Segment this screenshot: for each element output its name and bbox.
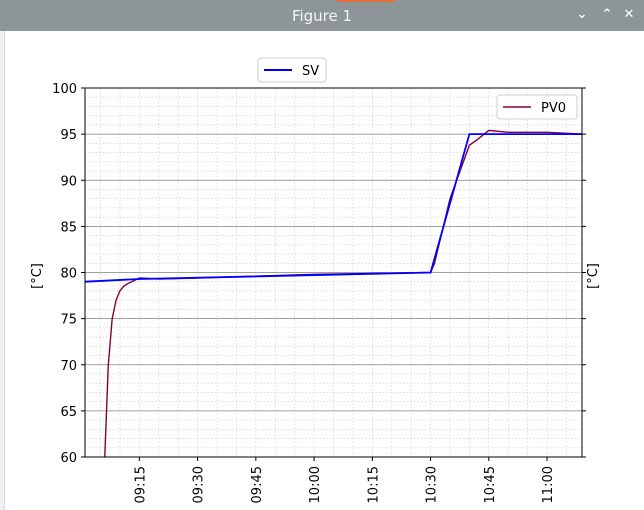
series-line-sv (85, 133, 582, 283)
y-tick-label: 60 (60, 451, 77, 466)
y-tick-label: 70 (60, 359, 77, 374)
y-tick-label: 80 (60, 267, 77, 282)
series-line-pv0 (104, 129, 582, 457)
series-layer (85, 129, 582, 457)
y-tick-label: 100 (52, 82, 77, 97)
minor-grid (85, 88, 582, 457)
chevron-up-icon[interactable]: ⌃ (601, 7, 613, 22)
y-tick-label: 90 (60, 174, 77, 189)
x-tick-label: 09:15 (133, 466, 148, 503)
titlebar-accent (337, 0, 395, 2)
y-tick-label: 75 (60, 313, 77, 328)
x-tick-label: 09:30 (192, 466, 207, 503)
legend-sv: SV (257, 57, 327, 83)
y-axis-label-left: [°C] (30, 263, 45, 289)
legend-sv-label: SV (302, 64, 319, 79)
x-tick-label: 11:00 (541, 466, 556, 503)
y-axis-ticks: 60 65 70 75 80 85 90 95 100 (52, 82, 586, 466)
x-axis-ticks: 09:15 09:30 09:45 10:00 10:15 10:30 10:45 11:00 (133, 457, 556, 503)
close-icon[interactable]: ✕ (623, 7, 635, 22)
background-window-edge (0, 31, 5, 510)
y-tick-label: 85 (60, 220, 77, 235)
legend-pv0: PV0 (496, 94, 578, 120)
chevron-down-icon[interactable]: ⌄ (576, 7, 588, 22)
legend-pv0-box (496, 94, 578, 120)
window-title: Figure 1 (291, 7, 353, 25)
x-tick-label: 10:30 (425, 466, 440, 503)
y-tick-label: 65 (60, 405, 77, 420)
x-tick-label: 10:00 (308, 466, 323, 503)
window-titlebar: Figure 1 ⌄ ⌃ ✕ (0, 0, 644, 31)
y-tick-label: 95 (60, 128, 77, 143)
x-tick-label: 10:15 (366, 466, 381, 503)
legend-pv0-label: PV0 (541, 101, 566, 116)
x-tick-label: 09:45 (250, 466, 265, 503)
y-axis-label-right: [°C] (586, 263, 601, 289)
x-tick-label: 10:45 (483, 466, 498, 503)
